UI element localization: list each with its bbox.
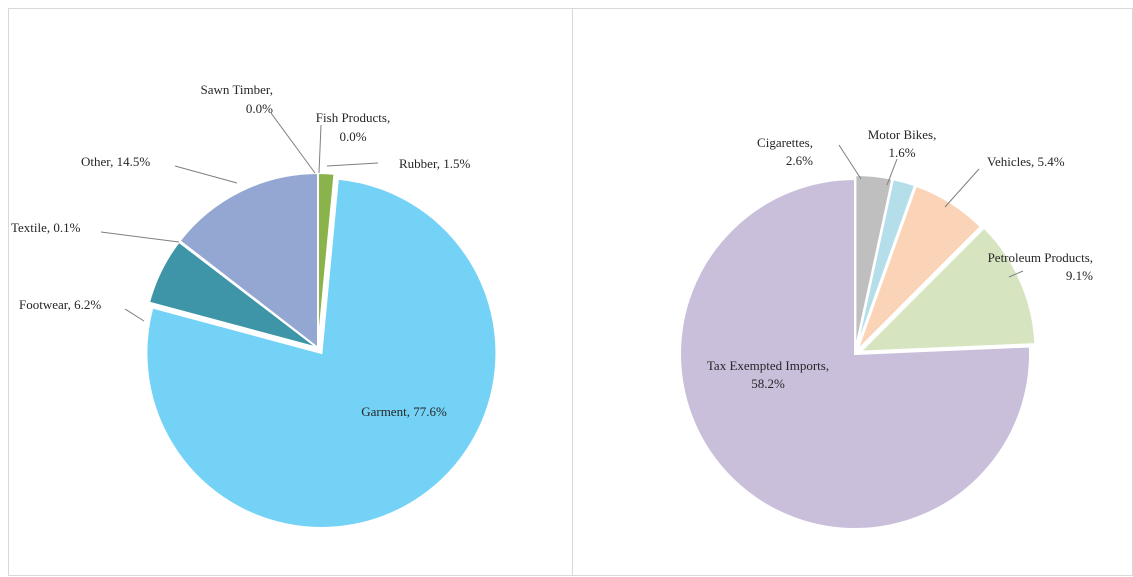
- import-pie-panel: Cigarettes, 2.6% Motor Bikes, 1.6% Vehicles,…: [572, 8, 1133, 576]
- leader-line-cigarettes: [838, 144, 862, 180]
- pie-slice-vehicles: [856, 184, 983, 352]
- data-labels: Cigarettes, 2.6% Motor Bikes, 1.6% Vehicles,…: [707, 127, 1093, 391]
- pie-slice-garment: [145, 177, 498, 529]
- leader-line-textile: [100, 231, 180, 243]
- leader-line-footwear: [124, 308, 145, 322]
- leader-line-rubber: [326, 162, 379, 167]
- data-label-rubber: Rubber, 1.5%: [399, 156, 471, 171]
- pie-slice-other: [178, 171, 319, 351]
- pie-slice-motor-bikes: [855, 177, 917, 351]
- pie-slices: [145, 171, 498, 529]
- data-label-fish-products: Fish Products, 0.0%: [316, 110, 390, 144]
- leader-lines: [100, 112, 379, 322]
- data-label-tax-exempted-imports: Tax Exempted Imports, 58.2%: [707, 358, 829, 391]
- import-pie-chart: Cigarettes, 2.6% Motor Bikes, 1.6% Vehicles,…: [679, 127, 1093, 530]
- leader-line-vehicles: [944, 168, 980, 208]
- data-label-sawn-timber: Sawn Timber, 0.0%: [201, 82, 274, 116]
- data-labels: Rubber, 1.5% Garment, 77.6% Footwear, 6.2%…: [11, 82, 471, 419]
- export-pie-panel: Rubber, 1.5% Garment, 77.6% Footwear, 6.2%…: [8, 8, 573, 576]
- data-label-cigarettes: Cigarettes, 2.6%: [757, 135, 813, 168]
- leader-line-other: [174, 165, 238, 184]
- leader-line-sawn-timber: [270, 112, 316, 174]
- data-label-footwear: Footwear, 6.2%: [19, 297, 101, 312]
- pie-slice-petroleum-products: [857, 226, 1037, 353]
- data-label-garment: Garment, 77.6%: [361, 404, 447, 419]
- leader-line-motor-bikes: [886, 158, 898, 186]
- data-label-petroleum-products: Petroleum Products, 9.1%: [988, 250, 1094, 283]
- leader-lines: [838, 144, 1024, 278]
- export-pie-chart: Rubber, 1.5% Garment, 77.6% Footwear, 6.2%…: [11, 82, 498, 529]
- leader-line-petroleum-products: [1008, 270, 1024, 278]
- data-label-other: Other, 14.5%: [81, 154, 150, 169]
- pie-slices: [679, 174, 1037, 530]
- data-label-textile: Textile, 0.1%: [11, 220, 81, 235]
- pie-slice-tax-exempted-imports: [679, 177, 1031, 530]
- data-label-vehicles: Vehicles, 5.4%: [987, 154, 1065, 169]
- data-label-motor-bikes: Motor Bikes, 1.6%: [868, 127, 937, 160]
- leader-line-fish-products: [318, 124, 322, 174]
